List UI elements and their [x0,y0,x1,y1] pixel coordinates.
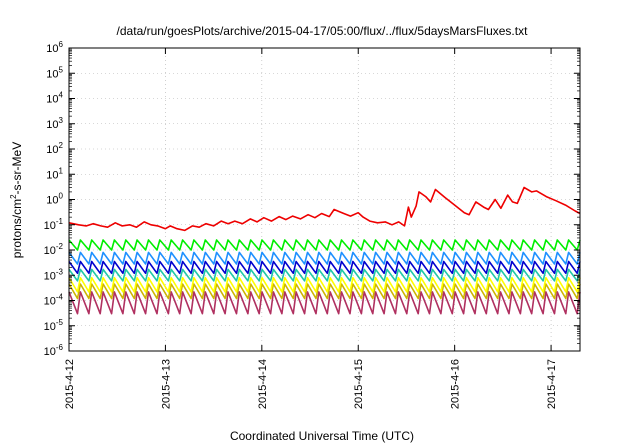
x-tick-label: 2015-4-16 [450,359,462,409]
y-axis-label: protons/cm2-s-sr-MeV [9,142,24,258]
y-tick-label: 100 [46,192,63,207]
y-tick-label: 103 [46,116,63,131]
x-tick-label: 2015-4-12 [64,359,76,409]
series-line [68,239,581,251]
x-axis-label: Coordinated Universal Time (UTC) [230,429,414,443]
x-tick-label: 2015-4-15 [353,359,365,409]
y-tick-label: 106 [46,40,63,55]
y-tick-label: 101 [46,166,63,181]
series-line [68,276,581,293]
series-layer [68,186,581,315]
y-tick-label: 10-1 [44,217,64,232]
series-line [68,268,581,282]
y-tick-label: 10-2 [44,242,64,257]
series-line [68,291,581,315]
y-axis: 10-6 10-5 10-4 10-3 10-2 10-1 100 101 102 103 104 1… [44,40,580,358]
series-line [68,283,581,300]
y-tick-label: 10-4 [44,293,64,308]
y-tick-label: 10-6 [44,343,64,358]
y-tick-label: 10-3 [44,267,64,282]
y-tick-label: 102 [46,141,63,156]
chart-title: /data/run/goesPlots/archive/2015-04-17/0… [117,24,529,38]
y-tick-label: 10-5 [44,318,64,333]
x-axis: 2015-4-12 2015-4-13 2015-4-14 2015-4-15 2015… [64,48,558,409]
y-tick-label: 105 [46,65,63,80]
x-tick-label: 2015-4-17 [546,359,558,409]
y-tick-label: 104 [46,91,63,106]
x-tick-label: 2015-4-14 [257,359,269,409]
series-line [68,251,581,265]
series-line [68,260,581,275]
series-line [68,186,581,232]
x-tick-label: 2015-4-13 [160,359,172,409]
